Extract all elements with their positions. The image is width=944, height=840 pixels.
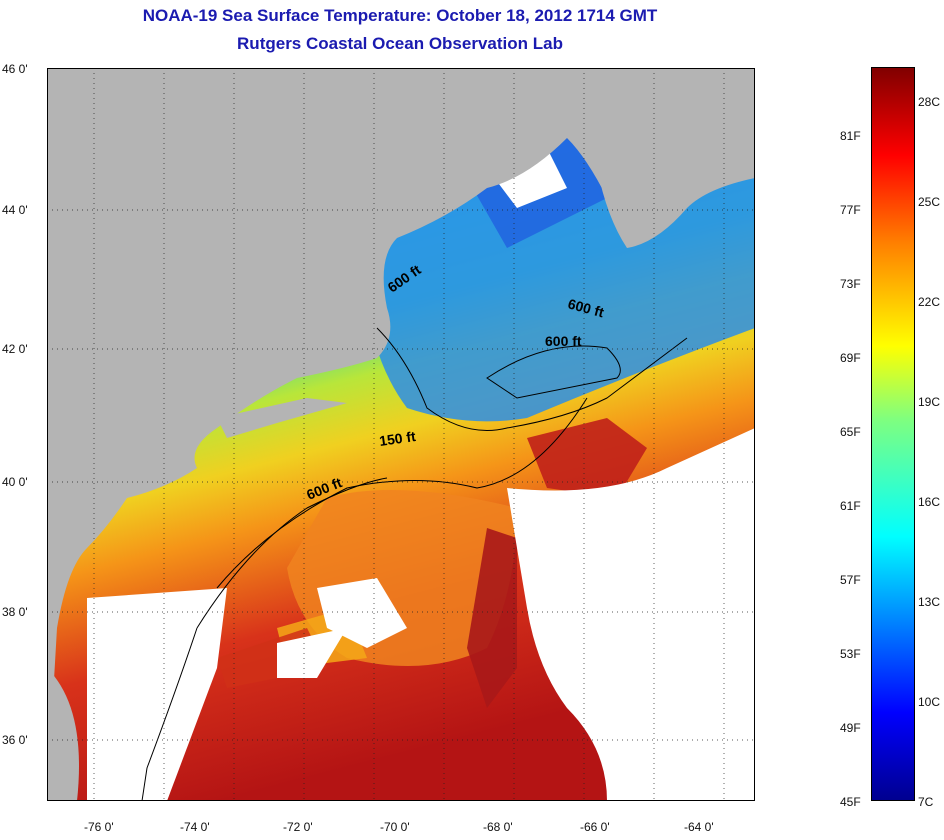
colorbar-f-label: 69F <box>840 351 861 365</box>
lat-label: 42 0' <box>2 342 28 356</box>
land-north-america <box>47 68 755 801</box>
colorbar-f-label: 61F <box>840 499 861 513</box>
lon-label: -74 0' <box>180 820 210 834</box>
lat-label: 40 0' <box>2 475 28 489</box>
map-frame <box>47 68 755 801</box>
lon-label: -76 0' <box>84 820 114 834</box>
lon-label: -72 0' <box>283 820 313 834</box>
map-subtitle: Rutgers Coastal Ocean Observation Lab <box>237 34 563 53</box>
map-grid <box>47 68 755 801</box>
colorbar-f-label: 81F <box>840 129 861 143</box>
contour-label: 150 ft <box>378 428 417 449</box>
lat-label: 36 0' <box>2 733 28 747</box>
colorbar-c-label: 16C <box>918 495 941 509</box>
colorbar-f-label: 77F <box>840 203 861 217</box>
cloud-cover-east <box>507 428 755 801</box>
cloud-patch-2 <box>277 628 347 678</box>
colorbar-c-label: 19C <box>918 395 941 409</box>
colorbar-c-label: 10C <box>918 695 941 709</box>
contour-600ft-georges <box>486 345 621 399</box>
gulf-stream <box>467 528 517 708</box>
colorbar-f-label: 49F <box>840 721 861 735</box>
contour-600ft-north <box>376 327 688 431</box>
colorbar-c-label: 28C <box>918 95 941 109</box>
colorbar-f-label: 53F <box>840 647 861 661</box>
lat-label: 44 0' <box>2 203 28 217</box>
colorbar-c-label: 13C <box>918 595 941 609</box>
contour-label: 600 ft <box>545 333 582 349</box>
colorbar-f-label: 65F <box>840 425 861 439</box>
contour-600ft-south <box>196 477 388 629</box>
colorbar-f-label: 57F <box>840 573 861 587</box>
lon-label: -64 0' <box>684 820 714 834</box>
colorbar-c-label: 7C <box>918 795 934 809</box>
land-nova-scotia <box>597 145 755 248</box>
contour-shelf-south <box>141 627 198 801</box>
map-title: NOAA-19 Sea Surface Temperature: October… <box>142 6 658 25</box>
temperature-colorbar <box>871 67 915 801</box>
cloud-cover-southwest <box>87 588 227 801</box>
land-long-island <box>217 398 347 438</box>
colorbar-c-label: 22C <box>918 295 941 309</box>
land-delmarva <box>47 668 79 801</box>
colorbar-f-label: 45F <box>840 795 861 809</box>
sst-map: 600 ft 600 ft 600 ft 150 ft 600 ft <box>47 68 755 801</box>
colorbar-c-label: 25C <box>918 195 941 209</box>
lat-label: 46 0' <box>2 62 28 76</box>
lon-label: -66 0' <box>580 820 610 834</box>
lat-label: 38 0' <box>2 605 28 619</box>
lon-label: -70 0' <box>380 820 410 834</box>
colorbar-f-label: 73F <box>840 277 861 291</box>
lon-label: -68 0' <box>483 820 513 834</box>
